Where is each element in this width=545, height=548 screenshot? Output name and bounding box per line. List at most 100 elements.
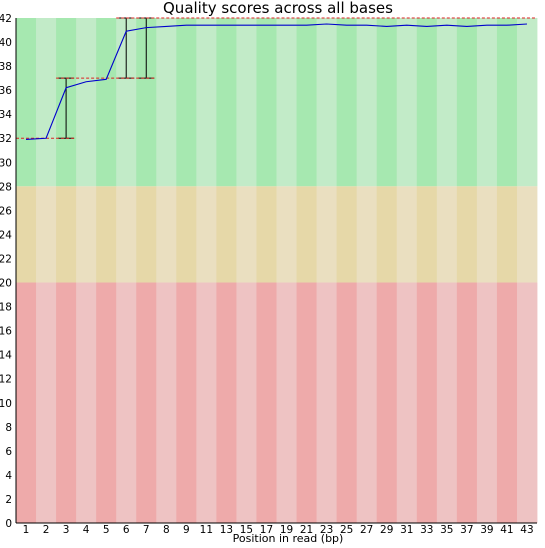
band-good-stripe bbox=[136, 18, 157, 187]
band-good-stripe bbox=[336, 18, 358, 187]
band-reasonable-stripe bbox=[236, 186, 257, 283]
mean-quality-line bbox=[25, 23, 528, 140]
band-reasonable-stripe bbox=[316, 186, 338, 283]
y-tick-label: 18 bbox=[0, 302, 12, 314]
band-poor-stripe bbox=[496, 282, 518, 523]
band-good-stripe bbox=[276, 18, 297, 187]
y-tick-label: 10 bbox=[0, 398, 12, 410]
x-axis-title: Position in read (bp) bbox=[233, 532, 344, 544]
band-poor-stripe bbox=[236, 282, 257, 523]
band-good-stripe bbox=[516, 18, 538, 187]
band-good-stripe bbox=[316, 18, 338, 187]
band-reasonable-stripe bbox=[416, 186, 438, 283]
y-tick-label: 2 bbox=[5, 494, 12, 506]
band-good-stripe bbox=[196, 18, 217, 187]
y-tick-label: 22 bbox=[0, 253, 12, 265]
band-good-stripe bbox=[176, 18, 197, 187]
y-tick-label: 24 bbox=[0, 229, 12, 241]
x-tick-label: 39 bbox=[480, 524, 493, 536]
band-reasonable-stripe bbox=[296, 186, 317, 283]
band-poor-stripe bbox=[176, 282, 197, 523]
band-reasonable-stripe bbox=[176, 186, 197, 283]
x-tick-label: 43 bbox=[520, 524, 533, 536]
band-poor-stripe bbox=[136, 282, 157, 523]
band-good-stripe bbox=[156, 18, 177, 187]
x-tick-label: 17 bbox=[260, 524, 273, 536]
x-tick-label: 31 bbox=[400, 524, 413, 536]
band-reasonable-stripe bbox=[16, 186, 37, 283]
x-tick-label: 11 bbox=[200, 524, 213, 536]
y-tick-label: 0 bbox=[5, 518, 12, 530]
band-poor-stripe bbox=[16, 282, 37, 523]
band-good-stripe bbox=[16, 18, 37, 187]
band-poor-stripe bbox=[256, 282, 277, 523]
y-tick-label: 6 bbox=[5, 446, 12, 458]
band-reasonable-stripe bbox=[136, 186, 157, 283]
x-tick-label: 13 bbox=[220, 524, 233, 536]
band-poor-stripe bbox=[356, 282, 378, 523]
x-tick-label: 5 bbox=[103, 524, 110, 536]
band-good-stripe bbox=[76, 18, 97, 187]
band-poor-stripe bbox=[396, 282, 418, 523]
y-tick-label: 40 bbox=[0, 37, 12, 49]
x-tick-label: 25 bbox=[340, 524, 353, 536]
axes bbox=[15, 18, 537, 524]
band-good-stripe bbox=[116, 18, 137, 187]
band-poor-stripe bbox=[56, 282, 77, 523]
band-poor-stripe bbox=[276, 282, 297, 523]
band-poor-stripe bbox=[36, 282, 57, 523]
x-tick-label: 37 bbox=[460, 524, 473, 536]
band-good-stripe bbox=[236, 18, 257, 187]
band-reasonable-stripe bbox=[76, 186, 97, 283]
y-tick-label: 16 bbox=[0, 326, 12, 338]
band-poor-stripe bbox=[216, 282, 237, 523]
x-tick-label: 27 bbox=[360, 524, 373, 536]
band-poor-stripe bbox=[376, 282, 398, 523]
band-reasonable-stripe bbox=[336, 186, 358, 283]
band-good-stripe bbox=[256, 18, 277, 187]
band-reasonable-stripe bbox=[516, 186, 538, 283]
band-good-stripe bbox=[496, 18, 518, 187]
y-tick-label: 26 bbox=[0, 205, 12, 217]
band-reasonable-stripe bbox=[356, 186, 378, 283]
band-good-stripe bbox=[476, 18, 498, 187]
x-tick-label: 29 bbox=[380, 524, 393, 536]
x-tick-label: 23 bbox=[320, 524, 333, 536]
band-good-stripe bbox=[356, 18, 378, 187]
x-tick-label: 4 bbox=[83, 524, 90, 536]
band-reasonable-stripe bbox=[96, 186, 117, 283]
band-poor-stripe bbox=[196, 282, 217, 523]
band-good-stripe bbox=[216, 18, 237, 187]
band-poor-stripe bbox=[316, 282, 338, 523]
band-poor-stripe bbox=[116, 282, 137, 523]
band-good-stripe bbox=[456, 18, 478, 187]
band-poor-stripe bbox=[436, 282, 458, 523]
band-reasonable-stripe bbox=[396, 186, 418, 283]
band-poor-stripe bbox=[296, 282, 317, 523]
y-tick-label: 20 bbox=[0, 278, 12, 290]
x-tick-label: 9 bbox=[183, 524, 190, 536]
x-tick-label: 1 bbox=[23, 524, 30, 536]
band-good-stripe bbox=[396, 18, 418, 187]
band-poor-stripe bbox=[416, 282, 438, 523]
band-reasonable-stripe bbox=[196, 186, 217, 283]
band-poor-stripe bbox=[156, 282, 177, 523]
band-reasonable-stripe bbox=[276, 186, 297, 283]
band-reasonable-stripe bbox=[456, 186, 478, 283]
x-tick-label: 3 bbox=[63, 524, 70, 536]
band-reasonable-stripe bbox=[56, 186, 77, 283]
band-poor-stripe bbox=[516, 282, 538, 523]
background-bands bbox=[16, 18, 538, 523]
band-good-stripe bbox=[416, 18, 438, 187]
x-tick-label: 41 bbox=[500, 524, 513, 536]
chart-title: Quality scores across all bases bbox=[163, 0, 393, 17]
x-tick-label: 2 bbox=[43, 524, 50, 536]
band-poor-stripe bbox=[456, 282, 478, 523]
y-tick-label: 32 bbox=[0, 133, 12, 145]
y-tick-label: 36 bbox=[0, 85, 12, 97]
y-tick-label: 38 bbox=[0, 61, 12, 73]
band-reasonable-stripe bbox=[36, 186, 57, 283]
band-reasonable-stripe bbox=[156, 186, 177, 283]
